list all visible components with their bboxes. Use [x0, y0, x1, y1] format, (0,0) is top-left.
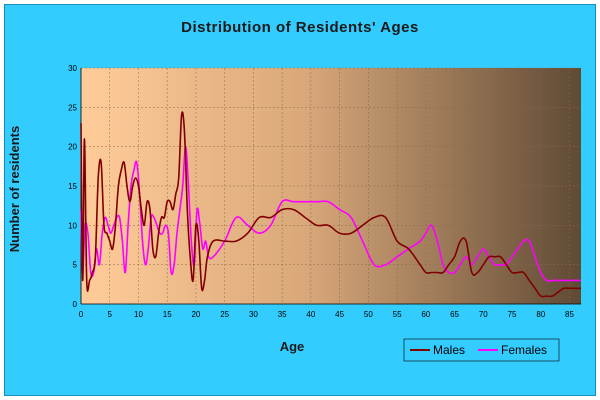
chart-title: Distribution of Residents' Ages [181, 19, 419, 36]
x-axis-label: Age [280, 339, 305, 354]
x-tick-label: 55 [393, 310, 402, 319]
x-tick-label: 20 [191, 310, 200, 319]
legend: Males Females [403, 338, 560, 362]
y-tick-label: 25 [68, 103, 77, 112]
y-tick-label: 20 [68, 143, 77, 152]
x-tick-label: 85 [565, 310, 574, 319]
x-tick-label: 30 [249, 310, 258, 319]
y-tick-label: 5 [73, 261, 78, 270]
y-tick-label: 10 [68, 221, 77, 230]
y-axis-label: Number of residents [7, 126, 22, 252]
age-distribution-chart: Distribution of Residents' Ages Number o… [7, 19, 581, 362]
series-line-males [80, 111, 581, 298]
x-tick-label: 10 [134, 310, 143, 319]
legend-label-males: Males [433, 343, 465, 357]
x-tick-label: 80 [536, 310, 545, 319]
x-tick-label: 15 [163, 310, 172, 319]
x-tick-label: 75 [508, 310, 517, 319]
x-tick-label: 60 [421, 310, 430, 319]
legend-label-females: Females [501, 343, 547, 357]
x-tick-label: 35 [278, 310, 287, 319]
series-lines [80, 111, 581, 298]
x-tick-label: 5 [108, 310, 113, 319]
y-tick-label: 15 [68, 182, 77, 191]
y-tick-label: 0 [73, 300, 78, 309]
chart-frame: Distribution of Residents' Ages Number o… [4, 4, 596, 396]
x-tick-label: 50 [364, 310, 373, 319]
x-tick-label: 45 [335, 310, 344, 319]
series-line-females [80, 145, 581, 282]
y-tick-label: 30 [68, 64, 77, 73]
x-tick-label: 65 [450, 310, 459, 319]
tick-labels: 0 5 10 15 20 25 30 0 5 10 15 20 25 30 35 40 45 50 55 60 65 70… [68, 64, 574, 319]
x-tick-label: 70 [479, 310, 488, 319]
x-tick-label: 40 [306, 310, 315, 319]
x-tick-label: 0 [79, 310, 84, 319]
x-tick-label: 25 [220, 310, 229, 319]
